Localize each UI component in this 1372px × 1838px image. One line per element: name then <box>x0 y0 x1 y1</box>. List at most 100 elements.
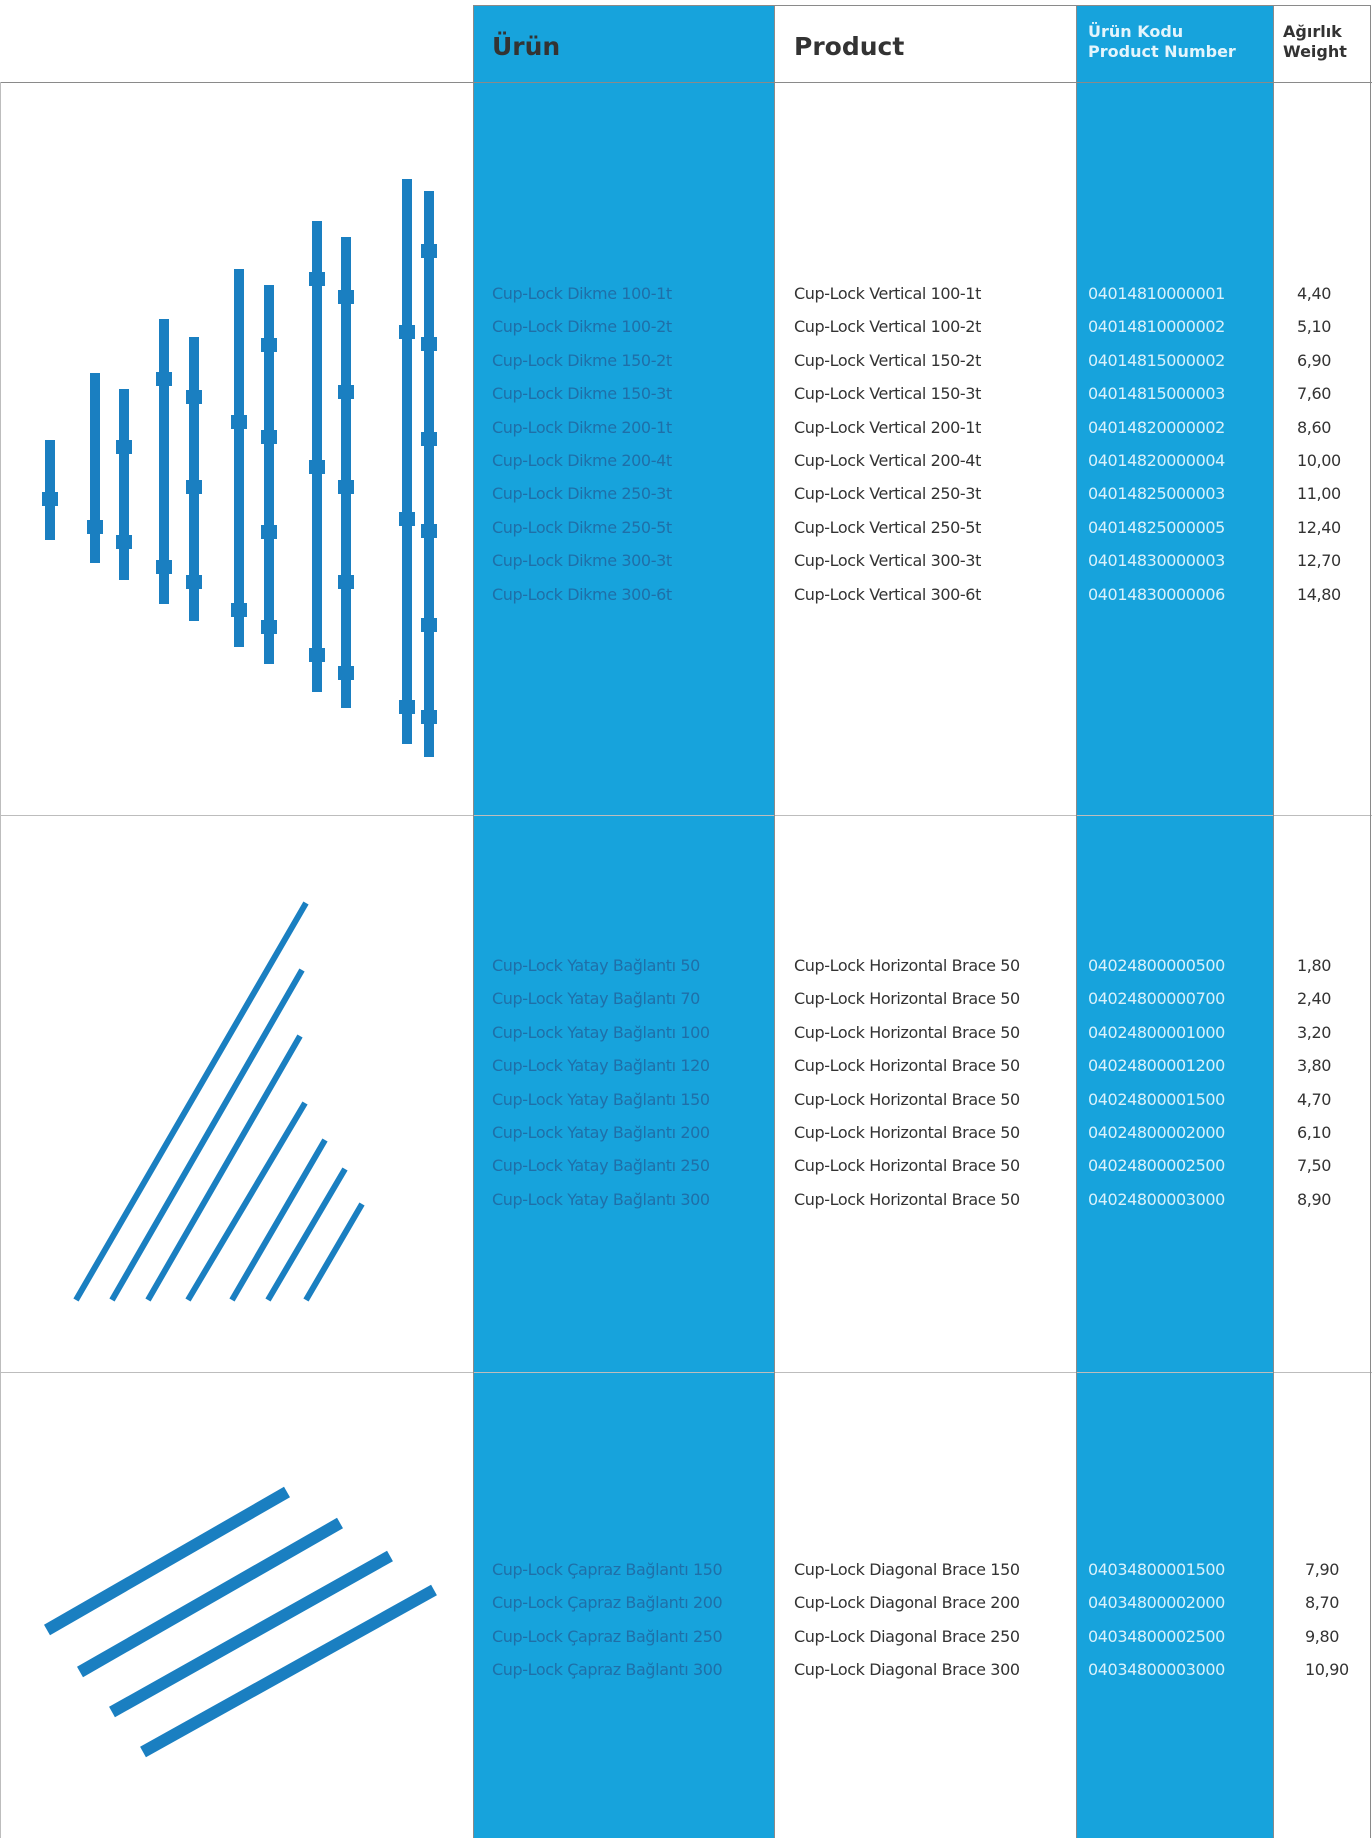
table-cell: Cup-Lock Diagonal Brace 150 <box>794 1560 1020 1579</box>
border <box>0 82 1372 83</box>
header-cell: Ağırlık Weight <box>1283 22 1347 62</box>
table-cell: Cup-Lock Horizontal Brace 50 <box>794 1156 1020 1176</box>
table-cell: Cup-Lock Yatay Bağlantı 150 <box>492 1089 710 1109</box>
table-cell: 7,50 <box>1297 1156 1332 1176</box>
border <box>0 1372 1372 1373</box>
table-cell: Cup-Lock Yatay Bağlantı 100 <box>492 1022 710 1042</box>
border <box>774 5 775 1838</box>
table-cell: Cup-Lock Dikme 100-2t <box>492 317 672 337</box>
table-cell: Cup-Lock Vertical 300-3t <box>794 551 981 571</box>
table-cell: 7,60 <box>1297 384 1332 404</box>
table-cell: 04014815000002 <box>1088 350 1225 370</box>
table-cell: 04014815000003 <box>1088 384 1225 404</box>
table-cell: 1,80 <box>1297 956 1332 975</box>
table-cell: 8,90 <box>1297 1189 1332 1209</box>
table-cell: Cup-Lock Diagonal Brace 200 <box>794 1593 1020 1613</box>
table-cell: 04024800002500 <box>1088 1156 1225 1176</box>
table-cell: Cup-Lock Vertical 250-3t <box>794 484 981 504</box>
table-cell: 7,90 <box>1305 1560 1340 1579</box>
table-cell: Cup-Lock Yatay Bağlantı 50 <box>492 956 700 975</box>
table-cell: 8,70 <box>1305 1593 1340 1613</box>
table-cell: Cup-Lock Vertical 100-2t <box>794 317 981 337</box>
table-cell: Cup-Lock Dikme 300-3t <box>492 551 672 571</box>
table-cell: 04024800001000 <box>1088 1022 1225 1042</box>
table-cell: 11,00 <box>1297 484 1341 504</box>
border <box>1273 5 1274 1838</box>
table-cell: 04014820000004 <box>1088 451 1225 470</box>
table-cell: 3,80 <box>1297 1056 1332 1076</box>
table-cell: 5,10 <box>1297 317 1332 337</box>
table-cell: Cup-Lock Vertical 150-3t <box>794 384 981 404</box>
table-cell: 04014830000006 <box>1088 584 1225 604</box>
table-cell: 04014820000002 <box>1088 417 1225 437</box>
table-cell: 04024800000500 <box>1088 956 1225 975</box>
table-cell: Cup-Lock Yatay Bağlantı 120 <box>492 1056 710 1076</box>
table-cell: 8,60 <box>1297 417 1332 437</box>
border <box>473 5 1371 6</box>
vertical-posts <box>45 179 434 757</box>
table-cell: 04024800001500 <box>1088 1089 1225 1109</box>
table-cell: 04014825000003 <box>1088 484 1225 504</box>
table-cell: Cup-Lock Dikme 100-1t <box>492 284 672 303</box>
table-cell: 04024800000700 <box>1088 989 1225 1009</box>
table-cell: Cup-Lock Çapraz Bağlantı 200 <box>492 1593 723 1613</box>
column-band <box>1076 5 1273 1838</box>
table-cell: Cup-Lock Horizontal Brace 50 <box>794 956 1020 975</box>
table-cell: 4,40 <box>1297 284 1332 303</box>
horizontal-braces <box>73 901 365 1302</box>
table-cell: Cup-Lock Horizontal Brace 50 <box>794 1056 1020 1076</box>
table-cell: Cup-Lock Yatay Bağlantı 70 <box>492 989 700 1009</box>
table-cell: 04014810000001 <box>1088 284 1225 303</box>
table-cell: Cup-Lock Vertical 100-1t <box>794 284 981 303</box>
border <box>1076 5 1077 1838</box>
table-cell: 6,90 <box>1297 350 1332 370</box>
header-line: Product Number <box>1088 42 1236 61</box>
table-cell: Cup-Lock Horizontal Brace 50 <box>794 1123 1020 1142</box>
table-cell: 12,70 <box>1297 551 1341 571</box>
table-cell: 3,20 <box>1297 1022 1332 1042</box>
header-line: Ağırlık <box>1283 22 1342 41</box>
border <box>1370 5 1371 1838</box>
table-cell: Cup-Lock Dikme 150-3t <box>492 384 672 404</box>
table-cell: 10,00 <box>1297 451 1341 470</box>
table-cell: 9,80 <box>1305 1626 1340 1646</box>
table-cell: 04024800001200 <box>1088 1056 1225 1076</box>
table-cell: 04014825000005 <box>1088 517 1225 537</box>
table-cell: 04034800002000 <box>1088 1593 1225 1613</box>
table-cell: 04024800002000 <box>1088 1123 1225 1142</box>
table-cell: Cup-Lock Dikme 250-3t <box>492 484 672 504</box>
border <box>0 82 1 1838</box>
table-cell: 04034800003000 <box>1088 1660 1225 1680</box>
table-cell: Cup-Lock Yatay Bağlantı 300 <box>492 1189 710 1209</box>
table-cell: Cup-Lock Vertical 300-6t <box>794 584 981 604</box>
table-cell: Cup-Lock Yatay Bağlantı 250 <box>492 1156 710 1176</box>
table-cell: 04034800002500 <box>1088 1626 1225 1646</box>
table-cell: Cup-Lock Horizontal Brace 50 <box>794 1022 1020 1042</box>
table-cell: 04034800001500 <box>1088 1560 1225 1579</box>
table-cell: Cup-Lock Horizontal Brace 50 <box>794 989 1020 1009</box>
table-cell: 14,80 <box>1297 584 1341 604</box>
header-cell: Ürün <box>492 32 561 61</box>
table-cell: Cup-Lock Diagonal Brace 300 <box>794 1660 1020 1680</box>
header-line: Weight <box>1283 42 1347 61</box>
table-cell: Cup-Lock Yatay Bağlantı 200 <box>492 1123 710 1142</box>
table-cell: 04014810000002 <box>1088 317 1225 337</box>
header-cell: Product <box>794 32 905 61</box>
border <box>0 815 1372 816</box>
border <box>473 5 474 1838</box>
table-cell: 04024800003000 <box>1088 1189 1225 1209</box>
table-cell: Cup-Lock Dikme 300-6t <box>492 584 672 604</box>
header-line: Ürün Kodu <box>1088 22 1184 41</box>
table-cell: Cup-Lock Dikme 250-5t <box>492 517 672 537</box>
table-cell: Cup-Lock Horizontal Brace 50 <box>794 1089 1020 1109</box>
table-cell: Cup-Lock Vertical 200-1t <box>794 417 981 437</box>
table-cell: 2,40 <box>1297 989 1332 1009</box>
post-cups <box>42 244 437 724</box>
table-cell: Cup-Lock Çapraz Bağlantı 250 <box>492 1626 723 1646</box>
diagonal-braces <box>44 1486 437 1758</box>
table-cell: Cup-Lock Çapraz Bağlantı 300 <box>492 1660 723 1680</box>
table-cell: 6,10 <box>1297 1123 1332 1142</box>
table-cell: Cup-Lock Dikme 200-1t <box>492 417 672 437</box>
table-cell: Cup-Lock Vertical 150-2t <box>794 350 981 370</box>
